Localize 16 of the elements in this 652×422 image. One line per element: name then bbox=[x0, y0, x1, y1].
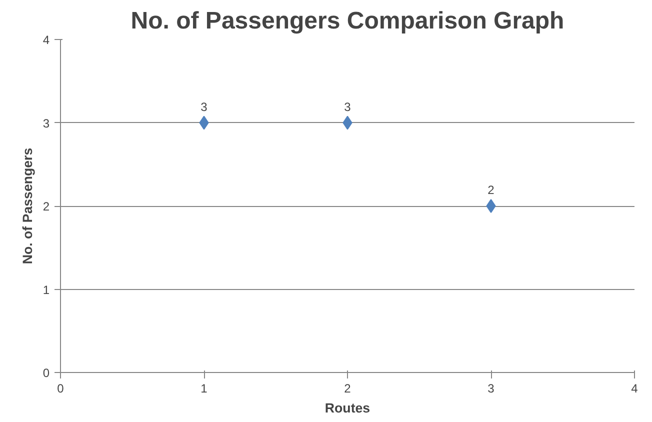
y-tick-label: 3 bbox=[42, 116, 50, 130]
data-label: 2 bbox=[488, 183, 495, 197]
data-label: 3 bbox=[200, 100, 208, 114]
x-tick-label: 4 bbox=[631, 382, 638, 396]
chart-title: No. of Passengers Comparison Graph bbox=[130, 8, 564, 34]
y-tick-label: 0 bbox=[42, 366, 50, 380]
y-tick-label: 4 bbox=[42, 33, 50, 47]
x-tick-label: 0 bbox=[57, 382, 64, 396]
data-label: 3 bbox=[344, 100, 352, 114]
x-tick-label: 1 bbox=[200, 382, 208, 396]
y-tick-label: 1 bbox=[42, 282, 50, 297]
x-axis-title: Routes bbox=[324, 400, 370, 416]
x-tick-label: 3 bbox=[488, 382, 495, 396]
x-tick-label: 2 bbox=[344, 382, 352, 396]
y-tick-label: 2 bbox=[42, 200, 50, 214]
y-axis-title: No. of Passengers bbox=[20, 148, 35, 264]
